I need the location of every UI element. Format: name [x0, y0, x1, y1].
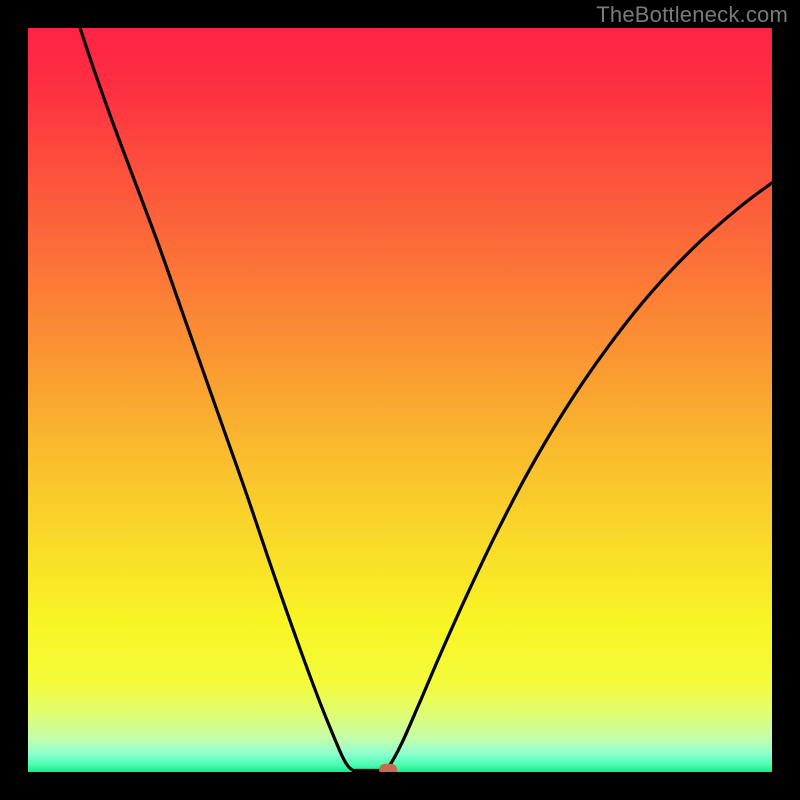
- chart-background-gradient: [28, 28, 772, 772]
- bottleneck-chart-svg: [28, 28, 772, 772]
- optimal-point-marker: [379, 764, 397, 772]
- chart-plot-area: [28, 28, 772, 772]
- watermark-text: TheBottleneck.com: [596, 2, 788, 28]
